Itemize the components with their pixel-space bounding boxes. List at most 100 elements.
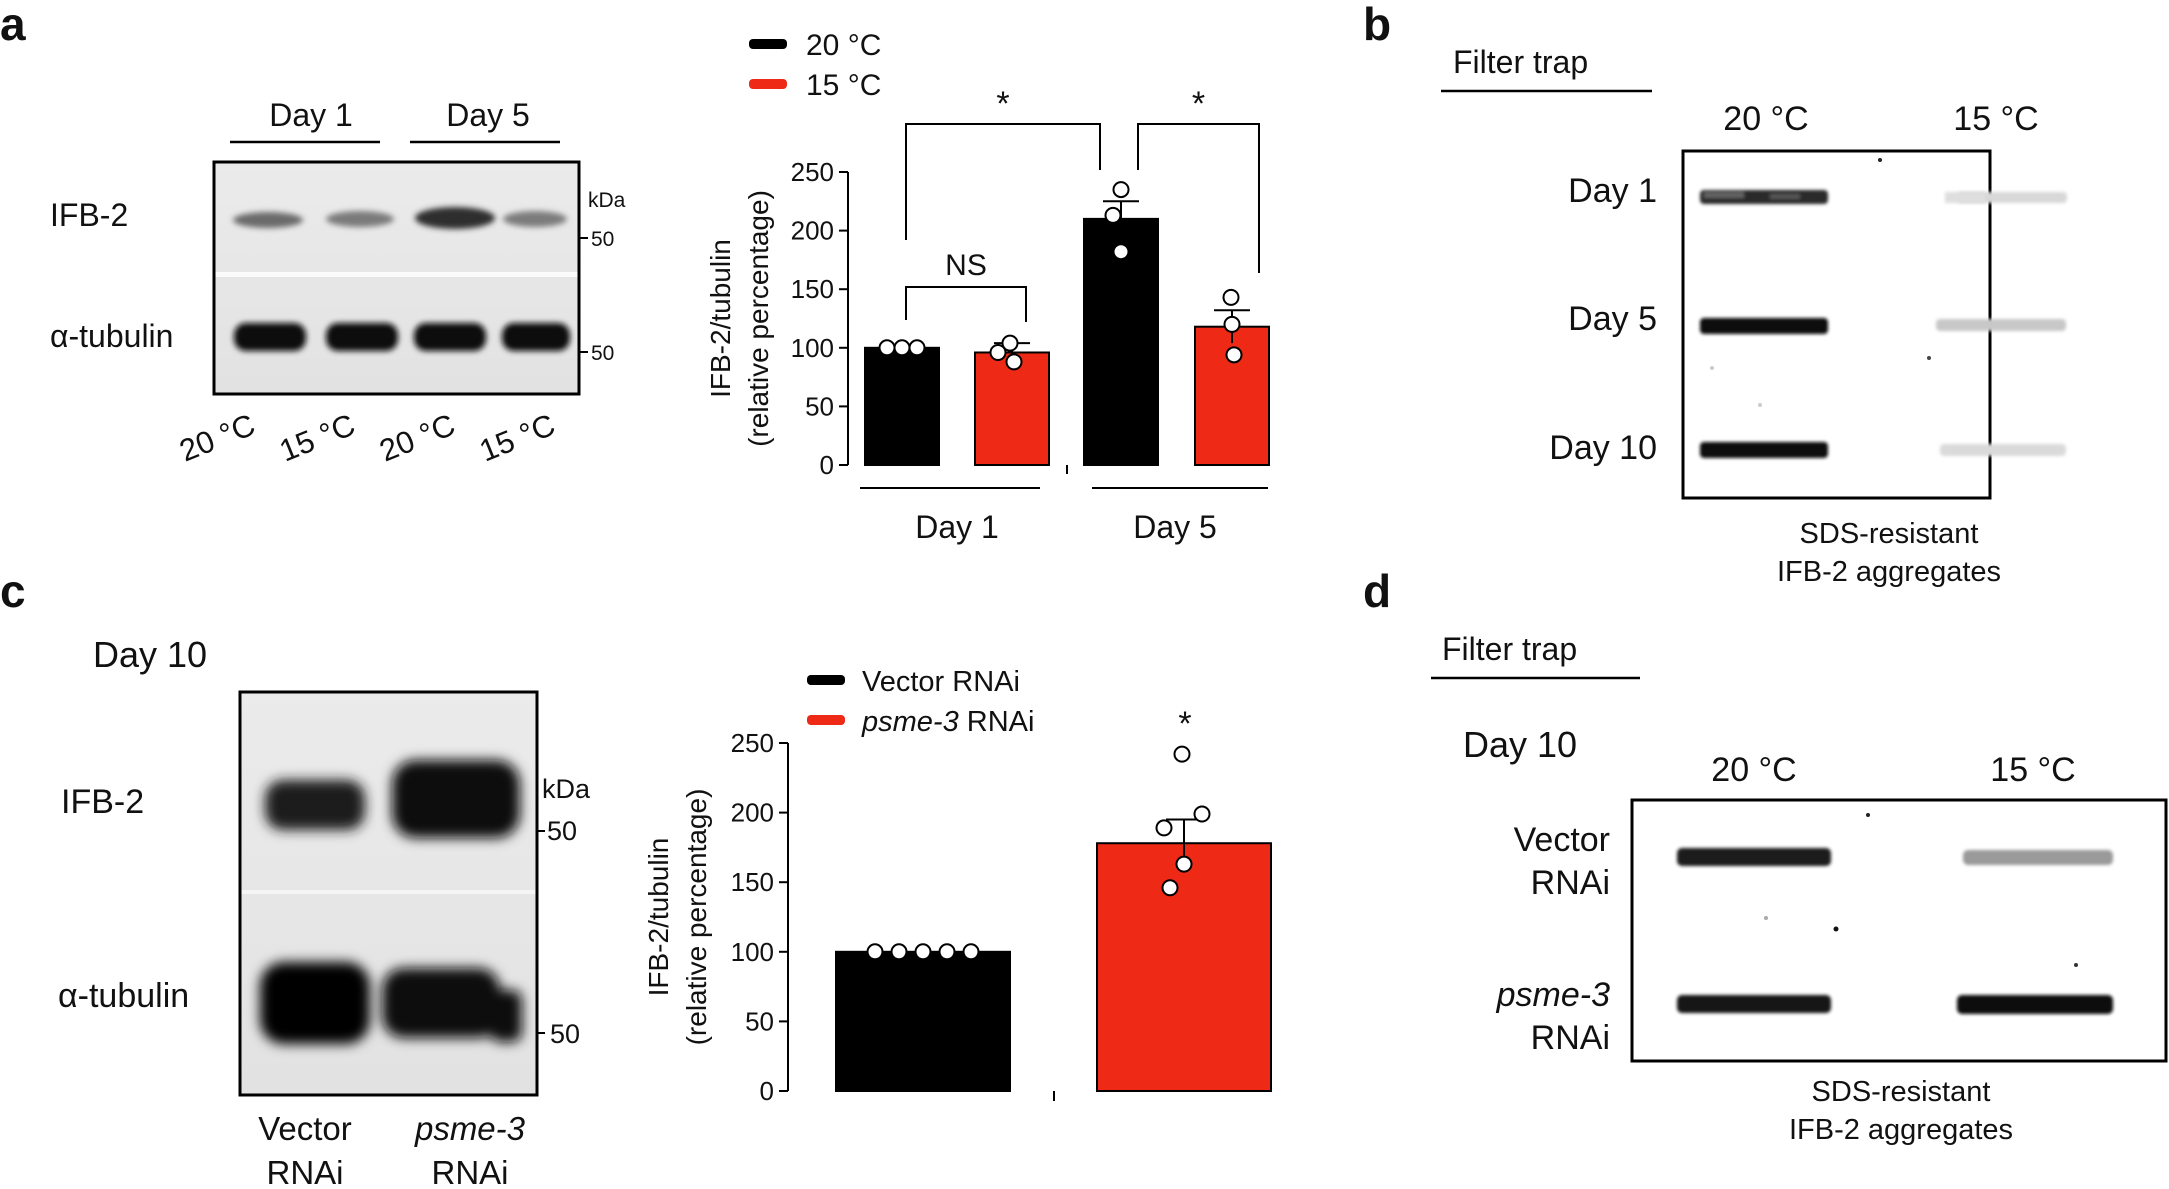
filter-trap-b-caption-1: SDS-resistant [1800,518,1979,550]
panel-letter-a: a [0,0,26,50]
blot-a-lane-3: 20 °C [375,407,460,469]
blot-c-kda-label: kDa [542,774,591,804]
chart-a-ytick-label: 0 [820,450,834,480]
filter-trap-b-image [1681,149,2067,500]
chart-a-data-point [1001,334,1019,352]
panel-letter-b: b [1363,0,1391,50]
blot-c-marker-2: 50 [550,1019,580,1049]
chart-c-ytick-label: 0 [760,1076,774,1106]
panel-letter-c: c [0,565,26,617]
panel-a: a Day 1 Day 5 IFB-2 α-tubulin kDa [0,0,626,468]
chart-a-significance-label: * [996,85,1009,123]
filter-trap-d-row-1-line2: RNAi [1531,864,1610,902]
blot-a-day1-label: Day 1 [269,97,353,133]
chart-a-bar [864,346,940,466]
chart-a-significance-bracket [905,286,1027,322]
filter-trap-d-row-1-line1: Vector [1514,821,1610,859]
chart-a-data-point [989,343,1007,361]
chart-c-data-point [938,943,956,961]
blot-c-row-ifb2: IFB-2 [61,783,144,821]
blot-a-lane-4: 15 °C [475,407,560,469]
blot-c-lane-1-line2: RNAi [266,1154,343,1184]
filter-trap-d-row-2-line1: psme-3 [1496,976,1610,1014]
chart-a-legend-swatch [749,79,787,89]
filter-trap-b-row-day1: Day 1 [1568,172,1657,210]
chart-a-ytick-label: 250 [791,157,834,187]
chart-a-bar [974,351,1050,467]
filter-trap-d-caption-2: IFB-2 aggregates [1789,1114,2013,1146]
blot-c-lane-2-line2: RNAi [431,1154,508,1184]
blot-c-lane-2-line1: psme-3 [414,1110,526,1147]
filter-trap-b-caption-2: IFB-2 aggregates [1777,556,2001,588]
blot-a-lane-2: 15 °C [275,407,360,469]
panel-b: b Filter trap 20 °C 15 °C Day 1 Day 5 [1363,0,2067,588]
chart-a-legend-swatch [749,39,787,49]
chart-a-data-point [1223,315,1241,333]
chart-c-data-point [1175,855,1193,873]
chart-c: 0 50 100 150 200 250 IFB-2/tubulin (relative pe… [643,666,1272,1106]
chart-c-data-point [1161,879,1179,897]
blot-c-row-tubulin: α-tubulin [58,977,189,1015]
blot-a-marker-2: 50 [591,342,614,365]
filter-trap-d-caption-1: SDS-resistant [1812,1076,1991,1108]
chart-a-ytick-label: 100 [791,333,834,363]
filter-trap-b-title: Filter trap [1453,44,1588,80]
chart-c-ytick-label: 250 [731,728,774,758]
chart-c-bar [835,950,1011,1092]
chart-a-significance-label: NS [945,249,987,282]
blot-a-image [212,160,581,396]
chart-c-legend-swatch [807,675,845,685]
chart-a-data-point [878,339,896,357]
chart-c-ylabel: IFB-2/tubulin [643,838,674,997]
blot-a-row-ifb2: IFB-2 [50,197,128,233]
chart-c-ytick-label: 50 [745,1006,774,1036]
blot-c-marker-1: 50 [547,816,577,846]
chart-a-ytick-label: 150 [791,274,834,304]
filter-trap-b-col-15: 15 °C [1953,100,2038,138]
chart-a-data-point [1112,181,1130,199]
chart-c-legend-label-rest: RNAi [959,706,1035,738]
chart-a-data-point [1005,353,1023,371]
chart-a-ylabel-2: (relative percentage) [743,190,774,447]
chart-c-data-point [1173,745,1191,763]
chart-a-significance-bracket [905,123,1101,240]
chart-c-data-point [1155,819,1173,837]
blot-a-marker-1: 50 [591,228,614,251]
chart-c-ytick-label: 200 [731,798,774,828]
chart-c-data-point [962,943,980,961]
panel-letter-d: d [1363,565,1391,617]
blot-c-image [238,690,539,1097]
chart-a-xlabel-day5: Day 5 [1133,509,1217,545]
filter-trap-d-day-label: Day 10 [1463,724,1577,765]
filter-trap-d-col-15: 15 °C [1990,751,2075,789]
blot-c-day-label: Day 10 [93,634,207,675]
chart-a-data-point [893,339,911,357]
chart-a-legend-label: 15 °C [806,69,881,102]
chart-a-data-point [1104,206,1122,224]
blot-a-row-tubulin: α-tubulin [50,318,173,354]
chart-c-data-point [890,943,908,961]
chart-a-xlabel-day1: Day 1 [915,509,999,545]
chart-a-data-point [1222,288,1240,306]
chart-c-ytick-label: 150 [731,867,774,897]
chart-c-ylabel-2: (relative percentage) [681,789,712,1046]
chart-a-significance-label: * [1192,85,1205,123]
chart-c-data-point [914,943,932,961]
chart-a-data-point [1112,243,1130,261]
filter-trap-b-row-day10: Day 10 [1549,429,1657,467]
filter-trap-d-title: Filter trap [1442,631,1577,667]
chart-c-legend-swatch [807,715,845,725]
chart-a-data-point [908,339,926,357]
blot-a-day5-label: Day 5 [446,97,530,133]
chart-a-legend-label: 20 °C [806,29,881,62]
chart-a-ytick-label: 200 [791,216,834,246]
chart-a-ytick-label: 50 [805,391,834,421]
chart-a-significance-bracket [1137,123,1260,273]
chart-c-ytick-label: 100 [731,937,774,967]
chart-c-data-point [1193,805,1211,823]
chart-c-data-point [866,943,884,961]
filter-trap-d-image [1630,798,2168,1063]
chart-c-legend-label: psme-3 RNAi [861,706,1034,738]
blot-c-lane-1-line1: Vector [258,1110,352,1147]
